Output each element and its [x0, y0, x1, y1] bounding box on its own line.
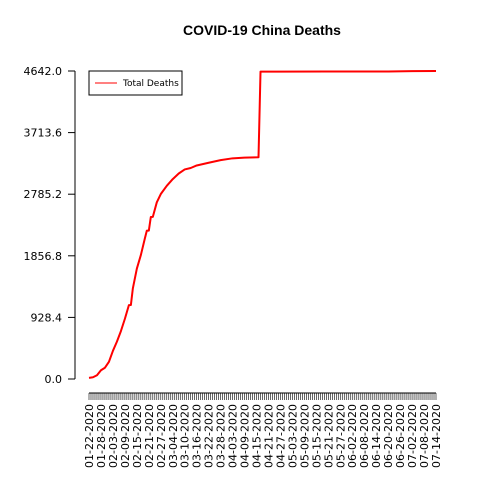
chart-title: COVID-19 China Deaths — [183, 22, 341, 38]
x-tick-label: 05-15-2020 — [310, 404, 323, 468]
x-tick-label: 06-08-2020 — [358, 404, 371, 468]
x-tick-label: 03-28-2020 — [215, 404, 228, 468]
plot-area — [88, 70, 437, 379]
y-tick-label: 0.0 — [45, 373, 63, 386]
y-tick-label: 1856.8 — [24, 250, 63, 263]
y-tick-label: 2785.2 — [24, 188, 63, 201]
y-tick-label: 4642.0 — [24, 65, 63, 78]
x-tick-label: 02-27-2020 — [155, 404, 168, 468]
x-tick-label: 02-15-2020 — [131, 404, 144, 468]
x-tick-label: 04-15-2020 — [251, 404, 264, 468]
x-tick-label: 03-04-2020 — [167, 404, 180, 468]
legend-label-total-deaths: Total Deaths — [122, 79, 179, 89]
x-tick-label: 04-03-2020 — [227, 404, 240, 468]
x-tick-label: 03-22-2020 — [203, 404, 216, 468]
y-axis: 0.0 928.4 1856.8 2785.2 3713.6 4642.0 — [24, 65, 76, 386]
x-tick-label: 05-21-2020 — [322, 404, 335, 468]
x-tick-label: 02-03-2020 — [107, 404, 120, 468]
x-tick-label: 04-09-2020 — [239, 404, 252, 468]
x-tick-label: 07-08-2020 — [418, 404, 431, 468]
x-tick-label: 03-10-2020 — [179, 404, 192, 468]
x-tick-label: 05-03-2020 — [286, 404, 299, 468]
x-tick-label: 06-20-2020 — [382, 404, 395, 468]
x-tick-label: 05-27-2020 — [334, 404, 347, 468]
x-tick-label: 07-02-2020 — [406, 404, 419, 468]
x-tick-label: 07-14-2020 — [430, 404, 443, 468]
x-tick-label: 05-09-2020 — [298, 404, 311, 468]
x-axis: 01-22-202001-28-202002-03-202002-09-2020… — [83, 392, 443, 468]
x-tick-label: 06-14-2020 — [370, 404, 383, 468]
x-tick-label: 01-28-2020 — [95, 404, 108, 468]
x-tick-label: 02-09-2020 — [119, 404, 132, 468]
series-line-total-deaths — [88, 70, 437, 379]
x-tick-label: 01-22-2020 — [83, 404, 96, 468]
y-tick-label: 928.4 — [31, 311, 63, 324]
x-tick-label: 03-16-2020 — [191, 404, 204, 468]
legend: Total Deaths — [88, 70, 183, 96]
y-tick-label: 3713.6 — [24, 127, 63, 140]
x-tick-label: 04-21-2020 — [262, 404, 275, 468]
x-tick-label: 06-26-2020 — [394, 404, 407, 468]
x-tick-label: 06-02-2020 — [346, 404, 359, 468]
x-tick-label: 04-27-2020 — [274, 404, 287, 468]
x-tick-label: 02-21-2020 — [143, 404, 156, 468]
